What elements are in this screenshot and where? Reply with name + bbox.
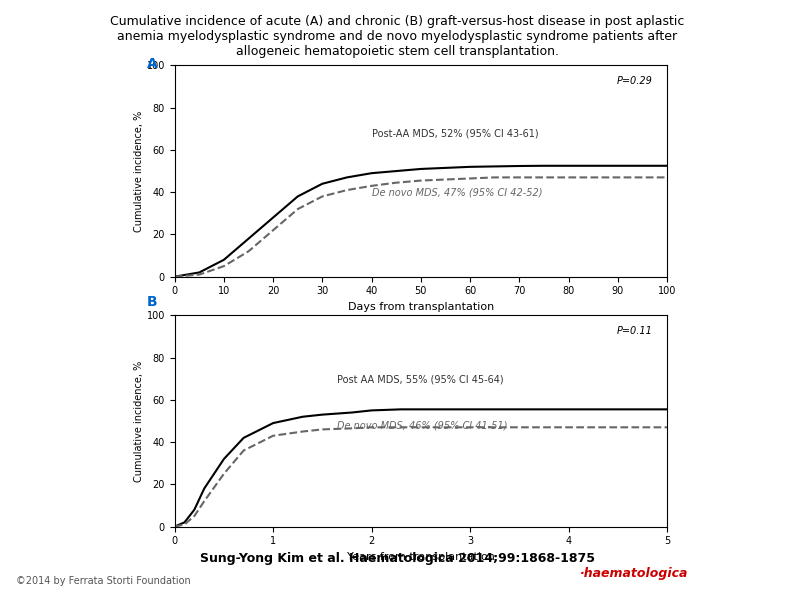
Text: B: B [147, 295, 157, 309]
Text: P=0.11: P=0.11 [616, 326, 652, 336]
Text: A: A [147, 57, 158, 71]
Text: De novo MDS, 46% (95% CI 41-51): De novo MDS, 46% (95% CI 41-51) [337, 421, 507, 431]
Text: Sung-Yong Kim et al. Haematologica 2014;99:1868-1875: Sung-Yong Kim et al. Haematologica 2014;… [199, 552, 595, 565]
X-axis label: Years from transplantation: Years from transplantation [347, 552, 495, 562]
Text: De novo MDS, 47% (95% CI 42-52): De novo MDS, 47% (95% CI 42-52) [372, 188, 542, 198]
Text: P=0.29: P=0.29 [616, 76, 652, 86]
X-axis label: Days from transplantation: Days from transplantation [348, 302, 494, 312]
Text: Cumulative incidence of acute (A) and chronic (B) graft-versus-host disease in p: Cumulative incidence of acute (A) and ch… [110, 15, 684, 58]
Y-axis label: Cumulative incidence, %: Cumulative incidence, % [134, 111, 144, 231]
Text: ·haematologica: ·haematologica [580, 567, 688, 580]
Text: ©2014 by Ferrata Storti Foundation: ©2014 by Ferrata Storti Foundation [16, 576, 191, 586]
Text: Post AA MDS, 55% (95% CI 45-64): Post AA MDS, 55% (95% CI 45-64) [337, 374, 503, 384]
Y-axis label: Cumulative incidence, %: Cumulative incidence, % [134, 361, 144, 481]
Text: Post-AA MDS, 52% (95% CI 43-61): Post-AA MDS, 52% (95% CI 43-61) [372, 129, 538, 139]
